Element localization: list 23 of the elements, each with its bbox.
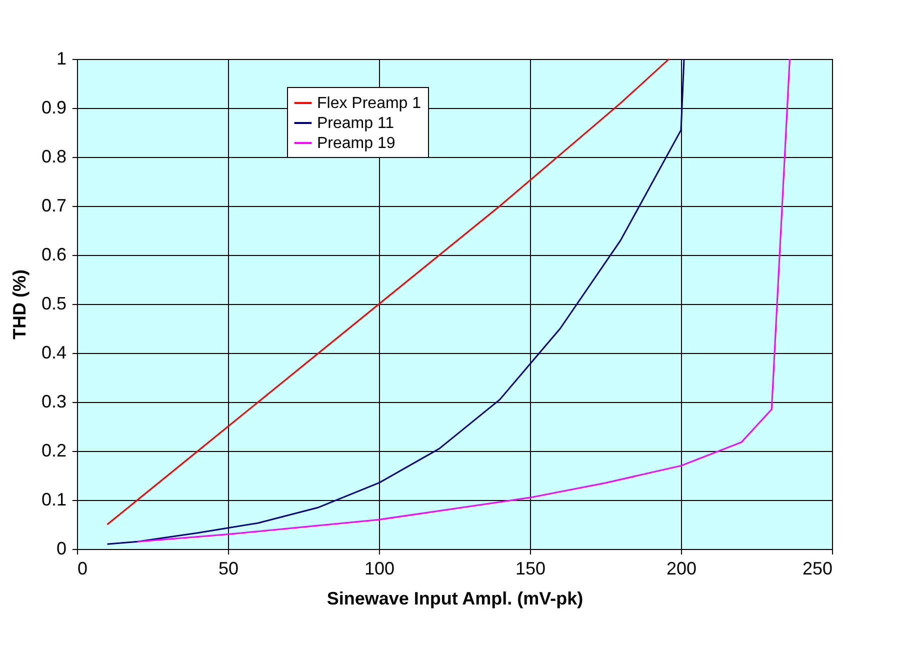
y-tick-label: 0.5 [41, 294, 66, 314]
y-tick-label: 1 [56, 48, 66, 68]
y-axis-title: THD (%) [9, 270, 30, 340]
legend-label: Flex Preamp 1 [317, 95, 422, 112]
x-axis-title: Sinewave Input Ampl. (mV-pk) [326, 588, 584, 608]
legend-label: Preamp 19 [317, 135, 396, 152]
x-tick-label: 150 [515, 558, 546, 578]
y-tick-label: 0.3 [41, 392, 66, 412]
y-tick-label: 0.4 [41, 342, 66, 362]
y-tick-label: 0.6 [41, 244, 66, 264]
line-series [136, 58, 790, 542]
y-tick-label: 0.9 [41, 98, 66, 118]
y-tick-label: 0 [56, 538, 66, 558]
x-tick-label: 0 [78, 558, 88, 578]
x-tick-label: 200 [666, 558, 697, 578]
x-tick-label: 250 [802, 558, 832, 578]
y-tick-label: 0.7 [41, 196, 66, 216]
y-tick-label: 0.1 [41, 490, 66, 510]
x-tick-label: 100 [364, 558, 395, 578]
x-tick-label: 50 [218, 558, 239, 578]
y-tick-label: 0.2 [41, 440, 66, 460]
y-tick-label: 0.8 [41, 146, 66, 166]
legend-label: Preamp 11 [317, 115, 394, 132]
